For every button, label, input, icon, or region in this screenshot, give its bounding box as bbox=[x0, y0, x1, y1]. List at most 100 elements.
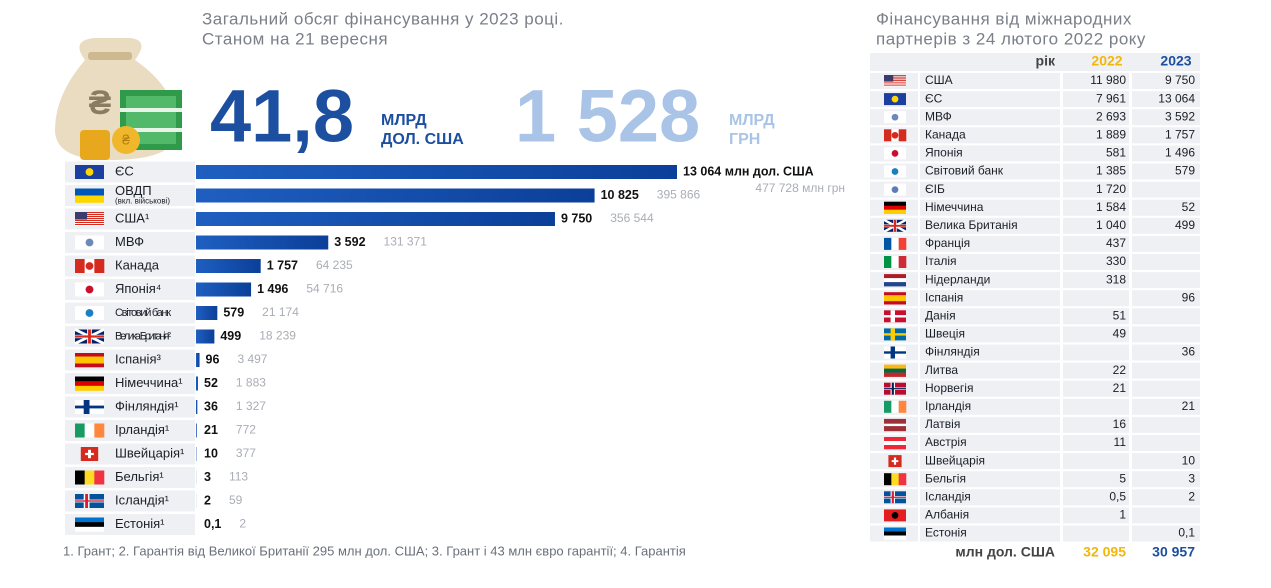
category-note: (вкл. військові) bbox=[115, 197, 170, 206]
uah-label: 54 716 bbox=[306, 282, 343, 296]
cell-value: 9 750 bbox=[1165, 73, 1195, 87]
cell bbox=[920, 272, 1060, 289]
money-icon: ₴ ₴ bbox=[55, 38, 182, 160]
flag-part bbox=[75, 214, 104, 215]
header-band bbox=[870, 53, 1200, 71]
flag-part bbox=[884, 437, 906, 442]
cell bbox=[920, 471, 1060, 488]
flag-part bbox=[75, 522, 104, 528]
flag-part bbox=[884, 418, 906, 422]
cell-value: 36 bbox=[1182, 345, 1196, 359]
cell bbox=[1063, 453, 1129, 470]
flag-part bbox=[85, 452, 94, 456]
flag-part bbox=[891, 473, 899, 486]
table-header: 2023 bbox=[1160, 53, 1191, 69]
value-label: 21 bbox=[204, 423, 218, 437]
flag bbox=[75, 235, 104, 250]
flag-part bbox=[898, 129, 907, 142]
category-label: Бельгія¹ bbox=[115, 469, 164, 484]
table-title: партнерів з 24 лютого 2022 року bbox=[876, 29, 1146, 48]
uah-label: 395 866 bbox=[657, 188, 701, 202]
flag-part bbox=[884, 129, 892, 142]
flag-part bbox=[884, 301, 906, 305]
flag-part bbox=[884, 85, 906, 87]
country: ЄІБ bbox=[925, 182, 945, 196]
flag-part bbox=[891, 113, 899, 121]
flag bbox=[884, 183, 906, 196]
flag-part bbox=[75, 385, 104, 391]
flag-part bbox=[94, 423, 105, 438]
flag-part bbox=[75, 220, 104, 221]
flag-part bbox=[884, 237, 892, 250]
flag bbox=[80, 447, 99, 461]
uah-label: 477 728 млн грн bbox=[755, 181, 845, 195]
cell-value: 1 584 bbox=[1096, 200, 1126, 214]
value-label: 52 bbox=[204, 376, 218, 390]
flag-part bbox=[884, 82, 906, 84]
cell bbox=[1063, 398, 1129, 415]
cell-value: 21 bbox=[1113, 381, 1127, 395]
flag bbox=[884, 256, 907, 268]
country: Франція bbox=[925, 236, 970, 250]
flag-part bbox=[84, 470, 95, 485]
cell bbox=[1132, 416, 1200, 433]
flag-part bbox=[891, 237, 899, 250]
footnote: 1. Грант; 2. Гарантія від Великої Британ… bbox=[63, 543, 686, 558]
value-label: 2 bbox=[204, 493, 211, 507]
uah-label: 113 bbox=[229, 470, 248, 484]
flag-part bbox=[884, 527, 906, 532]
cell-value: 1 757 bbox=[1165, 127, 1195, 141]
cell-value: 1 720 bbox=[1096, 182, 1126, 196]
flag bbox=[75, 470, 105, 485]
country: Ірландія bbox=[925, 399, 971, 413]
flag-part bbox=[884, 364, 906, 369]
flag-part bbox=[884, 81, 906, 83]
flag-part bbox=[85, 168, 94, 176]
cell-value: 10 bbox=[1182, 453, 1196, 467]
country: Фінляндія bbox=[925, 345, 980, 359]
flag-part bbox=[75, 221, 104, 222]
cell bbox=[1132, 254, 1200, 270]
flag-part bbox=[891, 168, 899, 175]
cell bbox=[1132, 308, 1200, 325]
flag-part bbox=[898, 256, 907, 268]
cell bbox=[1063, 199, 1129, 216]
cell bbox=[1063, 163, 1129, 180]
table-title: Фінансування від міжнародних bbox=[876, 9, 1132, 28]
cell bbox=[920, 453, 1060, 470]
country: Албанія bbox=[925, 508, 969, 522]
cell-value: 2 693 bbox=[1096, 109, 1126, 123]
flag-part bbox=[75, 212, 88, 220]
country: ЄС bbox=[925, 91, 943, 105]
cell bbox=[920, 398, 1060, 415]
cell bbox=[1063, 507, 1129, 524]
flag bbox=[884, 400, 907, 413]
flag bbox=[75, 400, 104, 414]
flag bbox=[75, 494, 104, 508]
flag-part bbox=[75, 360, 104, 364]
flag-part bbox=[884, 473, 892, 486]
bar bbox=[196, 353, 200, 367]
cell bbox=[1063, 254, 1129, 270]
uah-label: 1 883 bbox=[236, 376, 266, 390]
flag-part bbox=[891, 256, 899, 268]
flag-part bbox=[898, 237, 907, 250]
cell-value: 0,1 bbox=[1178, 526, 1195, 540]
flag-part bbox=[884, 531, 906, 536]
bar bbox=[196, 235, 329, 250]
flag-part bbox=[75, 224, 104, 225]
cell bbox=[1063, 181, 1129, 198]
uah-label: 3 497 bbox=[237, 352, 267, 366]
flag-part bbox=[884, 278, 906, 283]
flag-part bbox=[884, 78, 906, 80]
cell bbox=[920, 308, 1060, 325]
category-label: Фінляндія¹ bbox=[115, 398, 179, 413]
cell bbox=[1063, 308, 1129, 325]
flag-part bbox=[85, 309, 94, 317]
flag-part bbox=[75, 335, 104, 338]
cell bbox=[1132, 217, 1200, 234]
flag bbox=[884, 437, 906, 450]
flag-part bbox=[898, 400, 907, 413]
cell bbox=[1063, 290, 1129, 307]
flag-part bbox=[884, 368, 906, 373]
